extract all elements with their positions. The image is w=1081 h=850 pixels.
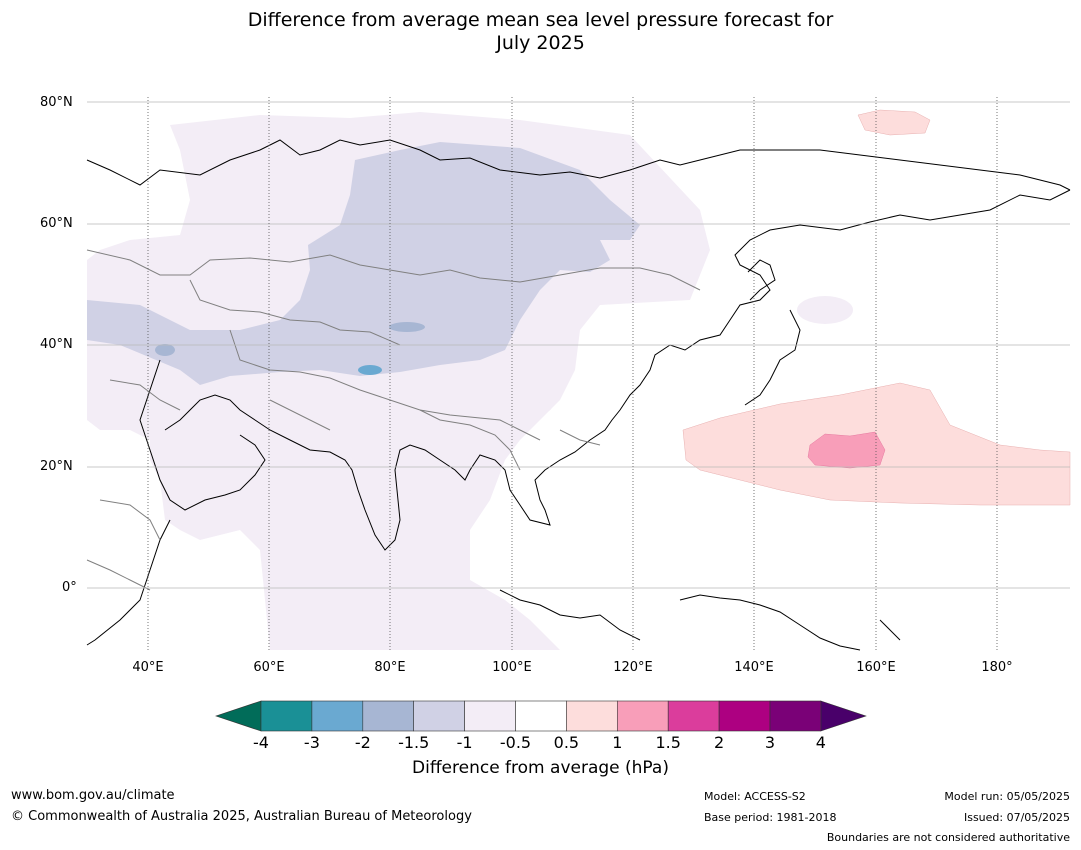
colorbar-extend-low <box>215 700 262 732</box>
colorbar-segment <box>769 700 822 732</box>
lon-label-80e: 80°E <box>374 660 406 675</box>
footer-copyright: © Commonwealth of Australia 2025, Austra… <box>11 809 472 824</box>
colorbar-segment <box>311 700 364 732</box>
colorbar-extend-high <box>820 700 867 732</box>
colorbar-tick-label: 0.5 <box>553 733 580 752</box>
anomaly-region-medium-negative <box>87 142 640 385</box>
colorbar-tick-label: -4 <box>253 733 269 752</box>
footer-website: www.bom.gov.au/climate <box>11 788 175 803</box>
footer-disclaimer: Boundaries are not considered authoritat… <box>826 831 1070 844</box>
chart-title: Difference from average mean sea level p… <box>0 9 1081 55</box>
anomaly-patch-blue-3 <box>155 344 175 356</box>
footer-base-period: Base period: 1981-2018 <box>704 811 837 824</box>
lon-label-160e: 160°E <box>856 660 896 675</box>
anomaly-region-medium-positive <box>807 431 886 469</box>
title-line-2: July 2025 <box>496 32 585 54</box>
colorbar-tick-label: 4 <box>815 733 826 752</box>
lat-label-0: 0° <box>62 580 77 595</box>
colorbar-tick-label: -2 <box>354 733 371 752</box>
anomaly-patch-blue-2 <box>358 365 382 375</box>
colorbar-tick-label: -0.5 <box>499 733 532 752</box>
colorbar-tick-label: -3 <box>303 733 320 752</box>
pressure-anomaly-map <box>86 97 1071 651</box>
colorbar-segment <box>515 700 567 732</box>
colorbar-tick-label: 2 <box>714 733 725 752</box>
colorbar-segment <box>260 700 313 732</box>
colorbar-tick-label: -1 <box>456 733 473 752</box>
colorbar-tick-label: 1.5 <box>655 733 681 752</box>
latitude-gridlines <box>87 101 1070 589</box>
anomaly-patch-east <box>797 296 853 324</box>
footer-model-run: Model run: 05/05/2025 <box>944 790 1070 803</box>
lat-label-40n: 40°N <box>40 337 73 352</box>
colorbar-tick-label: -1.5 <box>398 733 430 752</box>
colorbar-tick-label: 3 <box>764 733 776 752</box>
anomaly-patch-blue-1 <box>389 322 425 332</box>
anomaly-patch-northeast-positive <box>857 109 931 136</box>
colorbar-segment <box>718 700 771 732</box>
lat-label-20n: 20°N <box>40 459 73 474</box>
colorbar-segment <box>464 700 516 732</box>
colorbar-segments <box>215 700 867 732</box>
lon-label-180: 180° <box>981 660 1013 675</box>
lat-label-80n: 80°N <box>40 95 73 110</box>
lon-label-140e: 140°E <box>734 660 774 675</box>
country-borders <box>86 249 701 591</box>
colorbar-segment <box>667 700 720 732</box>
colorbar-segment <box>413 700 465 732</box>
lon-label-100e: 100°E <box>492 660 532 675</box>
colorbar-label: Difference from average (hPa) <box>412 758 669 778</box>
lon-label-40e: 40°E <box>132 660 164 675</box>
title-line-1: Difference from average mean sea level p… <box>247 9 834 31</box>
footer-issued: Issued: 07/05/2025 <box>963 811 1070 824</box>
colorbar-tick-label: 1 <box>612 733 623 752</box>
lon-label-120e: 120°E <box>613 660 653 675</box>
colorbar-segment <box>566 700 618 732</box>
lat-label-60n: 60°N <box>40 216 73 231</box>
longitude-gridlines <box>147 97 998 650</box>
colorbar-segment <box>362 700 414 732</box>
anomaly-patch-small-west <box>538 400 552 412</box>
colorbar-segment <box>616 700 669 732</box>
footer-model: Model: ACCESS-S2 <box>704 790 806 803</box>
lon-label-60e: 60°E <box>253 660 285 675</box>
